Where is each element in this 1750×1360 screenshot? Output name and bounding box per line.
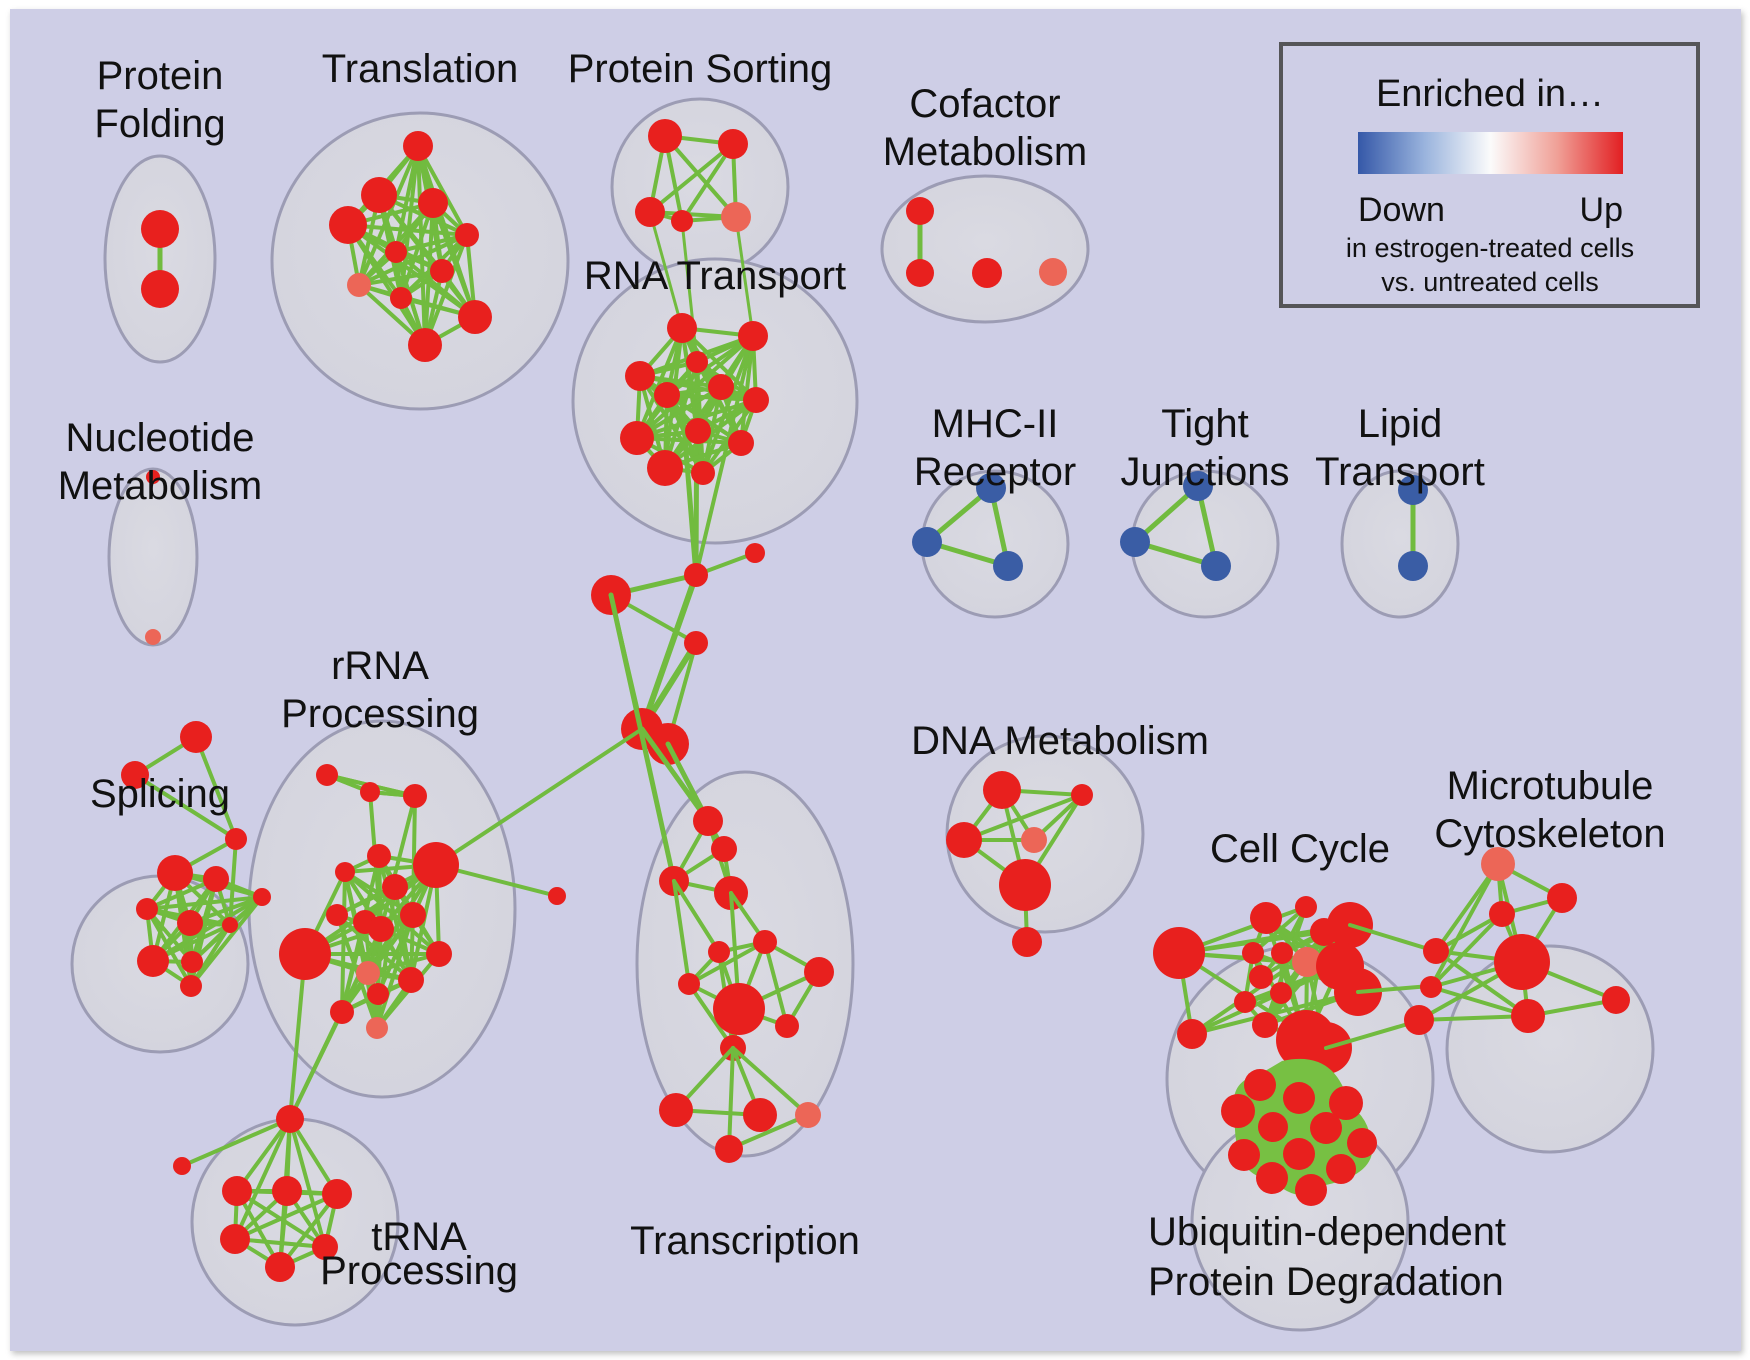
svg-text:MHC-II: MHC-II [932, 402, 1059, 446]
svg-text:rRNA: rRNA [331, 644, 429, 688]
svg-text:Tight: Tight [1161, 402, 1248, 446]
svg-text:vs. untreated cells: vs. untreated cells [1381, 267, 1599, 297]
svg-text:Cofactor: Cofactor [909, 82, 1060, 126]
svg-text:Metabolism: Metabolism [883, 130, 1088, 174]
svg-text:Transcription: Transcription [630, 1219, 860, 1263]
svg-text:RNA Transport: RNA Transport [584, 254, 846, 298]
svg-text:Protein Degradation: Protein Degradation [1148, 1260, 1504, 1304]
svg-text:Protein: Protein [97, 54, 224, 98]
svg-text:Translation: Translation [322, 47, 518, 91]
svg-text:Protein Sorting: Protein Sorting [568, 47, 833, 91]
svg-text:Splicing: Splicing [90, 772, 230, 816]
svg-text:Lipid: Lipid [1358, 402, 1443, 446]
svg-text:Folding: Folding [94, 102, 225, 146]
svg-text:Metabolism: Metabolism [58, 464, 263, 508]
svg-text:Ubiquitin-dependent: Ubiquitin-dependent [1148, 1210, 1506, 1254]
svg-text:DNA Metabolism: DNA Metabolism [911, 719, 1209, 763]
svg-text:Processing: Processing [281, 692, 479, 736]
svg-text:Nucleotide: Nucleotide [65, 416, 254, 460]
svg-text:Cytoskeleton: Cytoskeleton [1434, 812, 1665, 856]
svg-text:Microtubule: Microtubule [1447, 764, 1654, 808]
svg-text:Up: Up [1580, 191, 1623, 229]
svg-text:Transport: Transport [1315, 450, 1485, 494]
svg-text:Cell Cycle: Cell Cycle [1210, 827, 1390, 871]
svg-text:Receptor: Receptor [914, 450, 1076, 494]
svg-text:Down: Down [1358, 191, 1445, 229]
svg-text:Junctions: Junctions [1121, 450, 1290, 494]
svg-text:in estrogen-treated cells: in estrogen-treated cells [1346, 233, 1634, 263]
svg-text:Processing: Processing [320, 1249, 518, 1293]
svg-text:Enriched in…: Enriched in… [1376, 73, 1604, 115]
